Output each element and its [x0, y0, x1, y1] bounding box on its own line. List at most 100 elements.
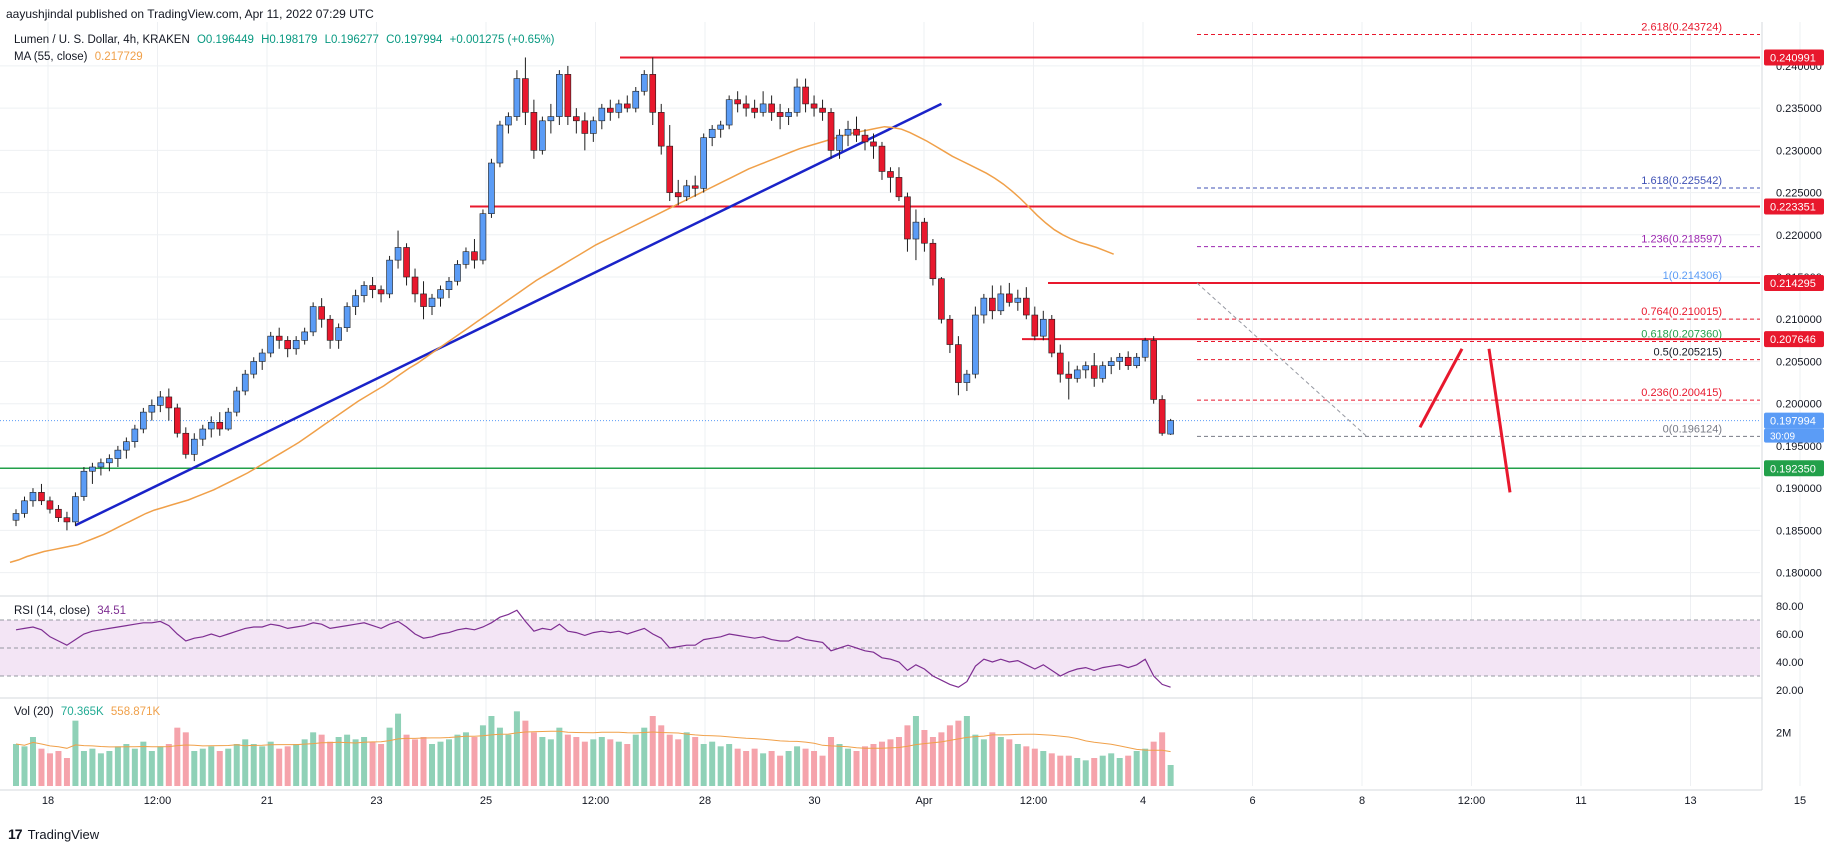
- time-label-9: 12:00: [1020, 795, 1048, 807]
- price-tick-12: 0.180000: [1776, 568, 1822, 580]
- volume-bar: [208, 746, 215, 786]
- volume-bar: [310, 732, 317, 786]
- candle-body: [403, 247, 410, 278]
- volume-bar: [683, 732, 690, 786]
- volume-bar: [870, 744, 877, 786]
- tradingview-logo-icon: 17: [8, 826, 23, 842]
- candle-body: [921, 221, 928, 244]
- candle-body: [360, 285, 368, 296]
- volume-bar: [55, 751, 62, 786]
- candle-body: [445, 280, 453, 290]
- candle-body: [1023, 297, 1030, 316]
- ohlc-close: C0.197994: [386, 34, 443, 46]
- candle-body: [250, 361, 258, 375]
- candle-body: [428, 297, 436, 307]
- volume-bar: [505, 734, 512, 786]
- volume-ma-line: [15, 730, 1171, 753]
- candle-body: [140, 411, 147, 430]
- volume-bar: [997, 737, 1004, 786]
- volume-bar: [344, 734, 351, 786]
- candle-body: [742, 103, 750, 109]
- candle-body: [1116, 356, 1123, 362]
- footer-brand: TradingView: [27, 826, 100, 842]
- candle-body: [123, 441, 130, 451]
- fib-label-7: 1.618(0.225542): [1641, 175, 1722, 187]
- candle-body: [343, 306, 351, 328]
- candle-body: [131, 428, 139, 442]
- candle-body: [241, 373, 249, 392]
- fib-label-0: 0(0.196124): [1663, 423, 1722, 435]
- price-chart[interactable]: 0.2400000.2350000.2300000.2250000.220000…: [0, 22, 1834, 822]
- volume-bar: [140, 741, 147, 786]
- candle-body: [80, 470, 88, 497]
- candle-body: [165, 396, 173, 409]
- candle-body: [734, 99, 741, 105]
- projection-up-line: [1418, 348, 1464, 429]
- candle-body: [38, 492, 45, 502]
- vol-value-2: 558.871K: [110, 706, 161, 718]
- price-tag-1: [1764, 198, 1824, 215]
- volume-bar: [157, 746, 164, 786]
- candle-body: [539, 120, 546, 151]
- time-label-8: Apr: [915, 795, 932, 807]
- volume-bar: [938, 732, 945, 786]
- candle-body: [1107, 361, 1115, 366]
- volume-bar: [29, 737, 36, 786]
- volume-bar: [955, 720, 962, 786]
- price-tag-4: [1764, 412, 1824, 429]
- volume-bar: [225, 748, 232, 786]
- candle-body: [1099, 365, 1107, 379]
- volume-bar: [709, 741, 716, 786]
- candle-body: [55, 508, 62, 518]
- candle-body: [1039, 318, 1047, 337]
- ma-legend: MA (55, close) 0.217729: [14, 51, 147, 63]
- volume-bar: [259, 746, 266, 786]
- volume-bar: [581, 741, 588, 786]
- volume-bar: [777, 755, 784, 786]
- candle-body: [691, 185, 699, 189]
- volume-bar: [199, 748, 206, 786]
- volume-bar: [1150, 741, 1157, 786]
- fib-label-4: 0.764(0.210015): [1641, 306, 1722, 318]
- volume-bar: [547, 739, 554, 786]
- candle-body: [12, 513, 20, 521]
- candle-body: [606, 107, 614, 113]
- volume-bar: [318, 734, 325, 786]
- price-tick-3: 0.225000: [1776, 188, 1822, 200]
- fib-label-2: 0.5(0.205215): [1654, 347, 1723, 359]
- volume-bar: [462, 732, 469, 786]
- candle-body: [955, 344, 962, 383]
- volume-bar: [1099, 755, 1106, 786]
- volume-bar: [972, 734, 979, 786]
- fib-label-8: 2.618(0.243724): [1641, 22, 1722, 33]
- time-label-0: 18: [42, 795, 54, 807]
- candle-body: [1158, 399, 1166, 434]
- volume-bar: [819, 755, 826, 786]
- volume-bar: [13, 744, 19, 786]
- rsi-label: RSI (14, close): [14, 605, 91, 617]
- volume-bar: [420, 737, 427, 786]
- volume-bar: [1082, 760, 1089, 786]
- volume-bar: [853, 751, 860, 786]
- volume-bar: [216, 751, 223, 786]
- volume-bar: [904, 725, 911, 786]
- ma-value: 0.217729: [94, 51, 143, 63]
- candle-body: [802, 86, 809, 105]
- candle-body: [904, 196, 911, 240]
- candle-body: [479, 213, 487, 261]
- time-label-11: 6: [1249, 795, 1255, 807]
- candle-body: [887, 171, 894, 178]
- footer: 17 TradingView: [8, 826, 99, 842]
- volume-bar: [513, 711, 520, 786]
- volume-bar: [395, 713, 402, 786]
- time-label-16: 15: [1794, 795, 1806, 807]
- candle-body: [1124, 356, 1132, 366]
- ohlc-open: O0.196449: [196, 34, 254, 46]
- volume-bar: [912, 716, 919, 786]
- volume-bar: [887, 739, 894, 786]
- volume-bar: [191, 751, 198, 786]
- ma-label: MA (55, close): [14, 51, 88, 63]
- price-tick-7: 0.205000: [1776, 356, 1822, 368]
- volume-bar: [1142, 748, 1149, 786]
- candle-body: [326, 318, 334, 341]
